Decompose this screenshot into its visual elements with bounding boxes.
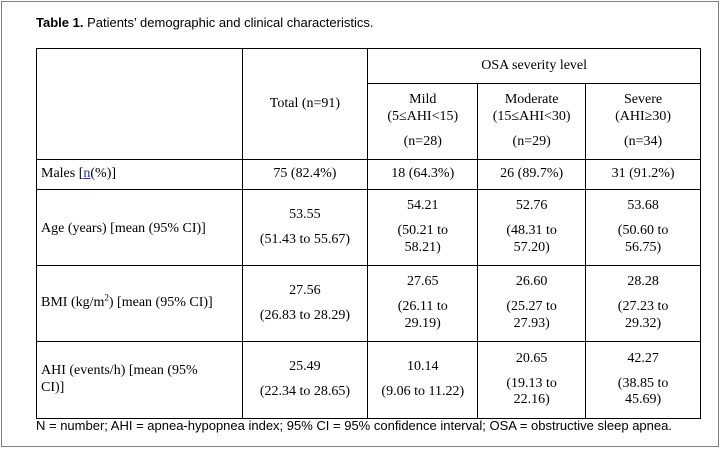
row-label-bmi-sup: 2	[104, 292, 109, 303]
males-mild: 18 (64.3%)	[367, 159, 479, 190]
age-moderate-mean: 52.76	[515, 198, 548, 214]
table-footnote: N = number; AHI = apnea-hypopnea index; …	[36, 418, 672, 433]
ahi-total-mean: 25.49	[289, 359, 321, 375]
header-row-levels: Mild (5≤AHI<15) (n=28) Moderate (15≤AHI<…	[37, 83, 701, 160]
table-caption-label: Table 1.	[36, 15, 84, 30]
age-moderate-ci-2: 57.20)	[513, 239, 550, 255]
age-moderate-cell: 52.76 (48.31 to 57.20)	[477, 189, 587, 266]
row-label-bmi-post: ) [mean (95% CI)]	[108, 295, 213, 311]
header-moderate-cell: Moderate (15≤AHI<30) (n=29)	[477, 83, 587, 160]
header-group-cell: OSA severity level	[367, 48, 701, 84]
males-severe: 31 (91.2%)	[585, 159, 701, 190]
ahi-mild-mean: 10.14	[407, 359, 439, 375]
age-severe-mean: 53.68	[627, 198, 659, 214]
table-row-bmi: BMI (kg/m2) [mean (95% CI)] 27.56 (26.83…	[36, 265, 701, 342]
header-severe-cell: Severe (AHI≥30) (n=34)	[585, 83, 701, 160]
row-label-bmi: BMI (kg/m2) [mean (95% CI)]	[36, 265, 243, 342]
ahi-total-ci: (22.34 to 28.65)	[259, 384, 351, 399]
header-group-label: OSA severity level	[481, 57, 588, 73]
table-caption: Table 1. Patients’ demographic and clini…	[36, 15, 373, 30]
bmi-moderate-cell: 26.60 (25.27 to 27.93)	[477, 265, 587, 342]
ahi-moderate-ci-1: (19.13 to	[506, 375, 557, 391]
header-total: Total (n=91)	[269, 95, 341, 111]
header-severe-name: Severe	[624, 92, 663, 108]
header-mild-name: Mild	[409, 92, 437, 108]
header-moderate-n: (n=29)	[512, 133, 551, 149]
row-label-ahi-1: AHI (events/h) [mean (95%	[41, 363, 198, 379]
males-total: 75 (82.4%)	[241, 159, 369, 190]
bmi-severe-ci-1: (27.23 to	[617, 299, 669, 315]
males-moderate: 26 (89.7%)	[477, 159, 587, 190]
age-total-mean: 53.55	[289, 206, 321, 222]
header-severe-n: (n=34)	[623, 133, 663, 149]
bmi-severe-ci-2: 29.32)	[624, 315, 662, 331]
bmi-total-cell: 27.56 (26.83 to 28.29)	[241, 265, 369, 342]
header-row-group: Total (n=91) OSA severity level	[36, 48, 701, 160]
table-caption-text: Patients’ demographic and clinical chara…	[83, 15, 374, 30]
header-severe-range: (AHI≥30)	[615, 109, 671, 125]
ahi-mild-cell: 10.14 (9.06 to 11.22)	[367, 341, 479, 419]
ahi-total-cell: 25.49 (22.34 to 28.65)	[241, 341, 369, 419]
bmi-mild-ci-2: 29.19)	[404, 315, 441, 331]
ahi-moderate-mean: 20.65	[515, 350, 548, 366]
n-link[interactable]: n	[83, 166, 91, 182]
characteristics-table: Total (n=91) OSA severity level Mild (5≤…	[36, 48, 701, 419]
ahi-mild-ci: (9.06 to 11.22)	[381, 384, 465, 399]
age-severe-ci-1: (50.60 to	[617, 223, 669, 239]
header-mild-range: (5≤AHI<15)	[387, 109, 459, 125]
table-row-ahi: AHI (events/h) [mean (95% CI)] 25.49 (22…	[36, 341, 701, 419]
age-moderate-ci-1: (48.31 to	[506, 223, 557, 239]
age-total-cell: 53.55 (51.43 to 55.67)	[241, 189, 369, 266]
header-moderate-name: Moderate	[504, 92, 559, 108]
age-mild-ci-1: (50.21 to	[397, 223, 449, 239]
bmi-moderate-ci-1: (25.27 to	[506, 299, 557, 315]
row-label-males: Males [n(%)]	[36, 159, 243, 190]
row-label-males-pre: Males [	[41, 166, 84, 182]
table-row-age: Age (years) [mean (95% CI)] 53.55 (51.43…	[36, 189, 701, 266]
bmi-mild-ci-1: (26.11 to	[397, 299, 448, 315]
bmi-total-ci: (26.83 to 28.29)	[259, 307, 351, 323]
header-moderate-range: (15≤AHI<30)	[492, 109, 571, 125]
ahi-moderate-cell: 20.65 (19.13 to 22.16)	[477, 341, 587, 419]
row-label-ahi: AHI (events/h) [mean (95% CI)]	[36, 341, 243, 419]
row-label-ahi-2: CI)]	[41, 380, 65, 395]
ahi-severe-ci-2: 45.69)	[624, 392, 662, 408]
ahi-severe-cell: 42.27 (38.85 to 45.69)	[585, 341, 701, 419]
age-severe-ci-2: 56.75)	[624, 239, 662, 255]
bmi-severe-cell: 28.28 (27.23 to 29.32)	[585, 265, 701, 342]
bmi-mild-cell: 27.65 (26.11 to 29.19)	[367, 265, 479, 342]
ahi-severe-mean: 42.27	[627, 350, 659, 366]
bmi-moderate-mean: 26.60	[515, 274, 548, 290]
age-severe-cell: 53.68 (50.60 to 56.75)	[585, 189, 701, 266]
age-mild-mean: 54.21	[407, 198, 439, 214]
row-label-age-text: Age (years) [mean (95% CI)]	[41, 221, 206, 236]
bmi-mild-mean: 27.65	[407, 274, 439, 290]
table-row-males: Males [n(%)] 75 (82.4%) 18 (64.3%) 26 (8…	[36, 159, 701, 190]
row-label-age: Age (years) [mean (95% CI)]	[36, 189, 243, 266]
header-mild-cell: Mild (5≤AHI<15) (n=28)	[367, 83, 479, 160]
header-mild-n: (n=28)	[403, 133, 442, 149]
header-empty-cell	[36, 48, 243, 160]
bmi-moderate-ci-2: 27.93)	[513, 315, 550, 331]
bmi-severe-mean: 28.28	[627, 274, 659, 290]
age-mild-cell: 54.21 (50.21 to 58.21)	[367, 189, 479, 266]
age-total-ci: (51.43 to 55.67)	[259, 231, 351, 247]
row-label-males-post: (%)]	[90, 166, 117, 182]
age-mild-ci-2: 58.21)	[404, 239, 441, 255]
ahi-moderate-ci-2: 22.16)	[513, 392, 550, 408]
header-total-cell: Total (n=91)	[241, 48, 369, 160]
bmi-total-mean: 27.56	[289, 282, 321, 298]
ahi-severe-ci-1: (38.85 to	[617, 375, 669, 391]
row-label-bmi-pre: BMI (kg/m	[41, 295, 105, 311]
